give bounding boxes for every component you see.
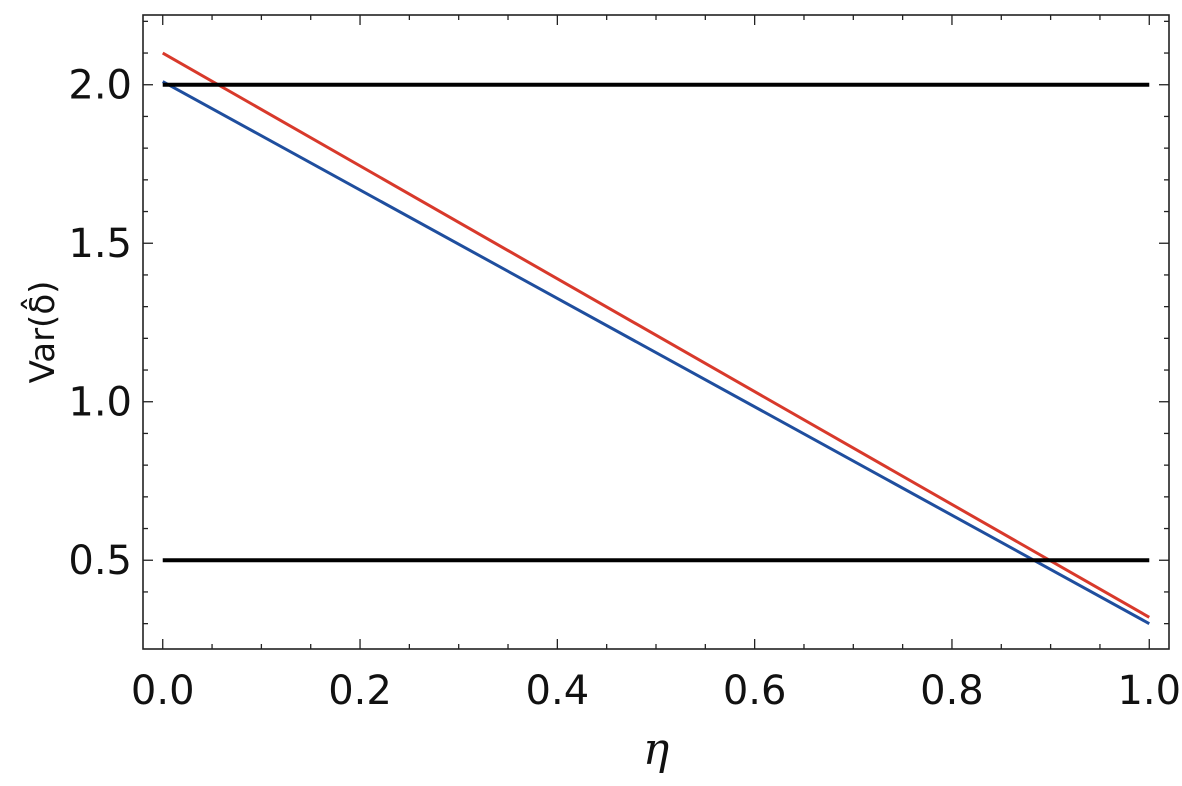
x-tick-label: 1.0 [1117,668,1181,714]
ticks-layer [143,15,1169,649]
x-tick-label: 0.2 [328,668,392,714]
y-tick-label: 1.5 [68,221,132,267]
series-layer [161,51,1151,625]
series-line-1 [161,51,1151,619]
y-tick-label: 0.5 [68,538,132,584]
x-axis-label: η [643,724,669,775]
plot-frame [142,14,1170,650]
y-tick-label: 2.0 [68,63,132,109]
tick-labels: 0.0 0.2 0.4 0.6 0.8 1.0 0.5 1.0 1.5 2.0 [68,63,1181,714]
series-line-0 [162,80,1150,625]
x-tick-label: 0.4 [526,668,590,714]
x-tick-label: 0.6 [723,668,787,714]
x-tick-label: 0.0 [131,668,195,714]
y-axis-label: Var(δ̂) [21,281,63,384]
x-tick-label: 0.8 [920,668,984,714]
y-tick-label: 1.0 [68,380,132,426]
